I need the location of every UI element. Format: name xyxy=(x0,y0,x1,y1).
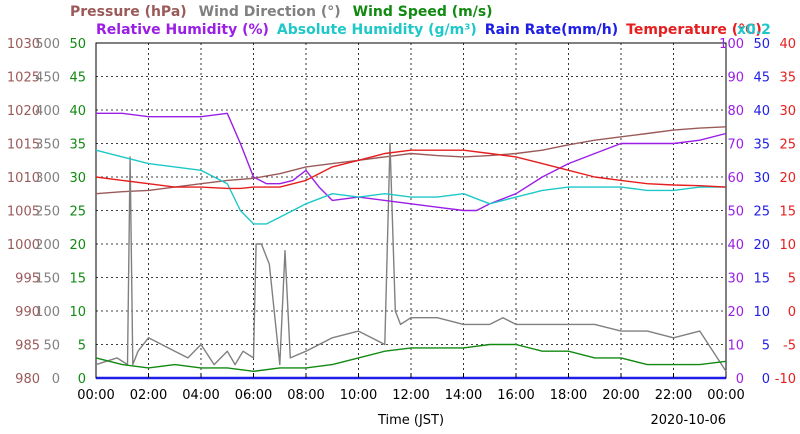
legend-entry: Wind Direction (°) xyxy=(199,4,341,20)
tick-label-rain-rate: 50 xyxy=(753,37,770,52)
x-tick-label: 02:00 xyxy=(130,388,167,403)
tick-label-rain-rate: 10 xyxy=(753,305,770,320)
tick-label-relative-humidity: 50 xyxy=(727,205,744,220)
date-label: 2020-10-06 xyxy=(650,413,726,428)
tick-label-wind-direction: 200 xyxy=(35,238,60,253)
tick-label-pressure: 980 xyxy=(15,372,40,387)
tick-label-temperature: 5 xyxy=(788,272,796,287)
x-tick-label: 16:00 xyxy=(497,388,534,403)
tick-label-rain-rate: 5 xyxy=(762,339,770,354)
x-tick-label: 08:00 xyxy=(287,388,324,403)
tick-label-wind-direction: 50 xyxy=(43,339,60,354)
tick-label-wind-speed: 5 xyxy=(78,339,86,354)
tick-label-wind-speed: 10 xyxy=(69,305,86,320)
x-tick-label: 00:00 xyxy=(77,388,114,403)
tick-label-wind-direction: 300 xyxy=(35,171,60,186)
legend-entry: Absolute Humidity (g/m³) xyxy=(277,22,477,38)
tick-label-temperature: 25 xyxy=(779,138,796,153)
tick-label-temperature: 35 xyxy=(779,71,796,86)
tick-label-relative-humidity: 100 xyxy=(719,37,744,52)
tick-label-rain-rate: 35 xyxy=(753,138,770,153)
tick-label-wind-speed: 30 xyxy=(69,171,86,186)
x-tick-label: 04:00 xyxy=(182,388,219,403)
tick-label-relative-humidity: 10 xyxy=(727,339,744,354)
tick-label-relative-humidity: 70 xyxy=(727,138,744,153)
x-tick-label: 00:00 xyxy=(707,388,744,403)
tick-label-temperature: 20 xyxy=(779,171,796,186)
tick-label-temperature: 15 xyxy=(779,205,796,220)
tick-label-relative-humidity: 60 xyxy=(727,171,744,186)
tick-label-pressure: 1030 xyxy=(7,37,40,52)
tick-label-wind-speed: 25 xyxy=(69,205,86,220)
tick-label-pressure: 1015 xyxy=(7,138,40,153)
tick-label-relative-humidity: 40 xyxy=(727,238,744,253)
tick-label-pressure: 985 xyxy=(15,339,40,354)
tick-label-wind-direction: 350 xyxy=(35,138,60,153)
x-tick-label: 06:00 xyxy=(235,388,272,403)
x-axis-label: Time (JST) xyxy=(377,413,444,428)
tick-label-pressure: 1020 xyxy=(7,104,40,119)
tick-label-wind-speed: 50 xyxy=(69,37,86,52)
tick-label-temperature: 0 xyxy=(788,305,796,320)
tick-label-temperature: -5 xyxy=(783,339,796,354)
tick-label-relative-humidity: 80 xyxy=(727,104,744,119)
tick-label-pressure: 1005 xyxy=(7,205,40,220)
legend-multiplier: x0.2 xyxy=(737,22,771,38)
tick-label-wind-direction: 500 xyxy=(35,37,60,52)
tick-label-wind-direction: 450 xyxy=(35,71,60,86)
series-line-pressure xyxy=(95,126,727,195)
legend-entry: Rain Rate(mm/h) xyxy=(485,22,618,38)
x-tick-label: 10:00 xyxy=(340,388,377,403)
tick-label-temperature: -10 xyxy=(775,372,796,387)
tick-label-wind-direction: 400 xyxy=(35,104,60,119)
x-tick-label: 22:00 xyxy=(655,388,692,403)
legend: Pressure (hPa) Wind Direction (°) Wind Spe… xyxy=(70,4,771,38)
legend-entry: Wind Speed (m/s) xyxy=(353,4,493,20)
series-line-absolute-humidity xyxy=(95,149,726,225)
tick-label-rain-rate: 25 xyxy=(753,205,770,220)
tick-label-wind-speed: 35 xyxy=(69,138,86,153)
series-line-wind-speed xyxy=(95,343,727,372)
tick-label-pressure: 1000 xyxy=(7,238,40,253)
tick-label-relative-humidity: 90 xyxy=(727,71,744,86)
tick-label-pressure: 995 xyxy=(15,272,40,287)
tick-label-wind-direction: 100 xyxy=(35,305,60,320)
grid xyxy=(96,43,726,378)
x-tick-label: 14:00 xyxy=(445,388,482,403)
tick-label-pressure: 990 xyxy=(15,305,40,320)
tick-label-temperature: 40 xyxy=(779,37,796,52)
tick-label-wind-speed: 15 xyxy=(69,272,86,287)
tick-label-wind-direction: 0 xyxy=(52,372,60,387)
tick-label-temperature: 30 xyxy=(779,104,796,119)
tick-label-wind-speed: 45 xyxy=(69,71,86,86)
series-line-temperature xyxy=(95,149,727,190)
axes-layer: 9809859909951000100510101015102010251030… xyxy=(7,37,796,403)
tick-label-relative-humidity: 20 xyxy=(727,305,744,320)
tick-label-wind-speed: 20 xyxy=(69,238,86,253)
tick-label-rain-rate: 0 xyxy=(762,372,770,387)
tick-label-pressure: 1025 xyxy=(7,71,40,86)
x-tick-label: 20:00 xyxy=(602,388,639,403)
tick-label-wind-speed: 40 xyxy=(69,104,86,119)
tick-label-wind-direction: 150 xyxy=(35,272,60,287)
x-tick-label: 12:00 xyxy=(392,388,429,403)
tick-label-rain-rate: 40 xyxy=(753,104,770,119)
legend-entry: Pressure (hPa) xyxy=(70,4,187,20)
legend-entry: Relative Humidity (%) xyxy=(96,22,269,38)
tick-label-rain-rate: 20 xyxy=(753,238,770,253)
tick-label-relative-humidity: 30 xyxy=(727,272,744,287)
tick-label-rain-rate: 30 xyxy=(753,171,770,186)
tick-label-temperature: 10 xyxy=(779,238,796,253)
x-tick-label: 18:00 xyxy=(550,388,587,403)
tick-label-pressure: 1010 xyxy=(7,171,40,186)
tick-label-rain-rate: 15 xyxy=(753,272,770,287)
legend-entry: Temperature (°C) xyxy=(626,22,762,38)
tick-label-wind-direction: 250 xyxy=(35,205,60,220)
series-line-wind-direction xyxy=(95,142,727,372)
tick-label-wind-speed: 0 xyxy=(78,372,86,387)
series-line-relative-humidity xyxy=(96,112,727,212)
tick-label-rain-rate: 45 xyxy=(753,71,770,86)
tick-label-relative-humidity: 0 xyxy=(736,372,744,387)
